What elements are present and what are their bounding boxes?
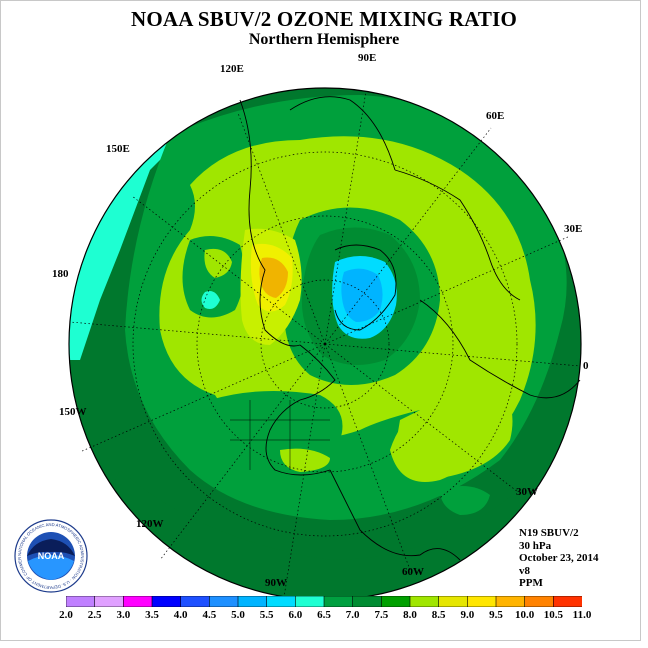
meridian-60e [324,127,492,345]
meridian-90w [283,343,326,598]
lon-label-60e: 60E [486,110,505,122]
field-west-yg [204,248,232,278]
colorbar-tick-label: 4.0 [173,609,188,621]
logo-water [28,555,74,580]
meridian-90e [324,90,367,345]
meridian-30w [324,343,519,493]
colorbar-tick-label: 3.5 [145,609,159,621]
info-satellite: N19 SBUV/2 [519,527,579,539]
meridian-150w [79,343,326,453]
coast-greenland-scandinavia [334,244,397,331]
field-south-green-spot [440,486,490,515]
colorbar-tick-label: 10.5 [543,609,563,621]
colorbar [66,596,582,607]
figure-frame [0,0,641,641]
meridian-30e [324,235,571,345]
ozone-field [69,88,581,600]
colorbar-tick-label: 9.0 [460,609,475,621]
field-ozone-low-core [341,268,383,322]
meridian-150e [131,195,326,345]
colorbar-swatch [352,596,383,607]
colorbar-tick-label: 6.5 [317,609,331,621]
colorbar-tick-label: 6.0 [288,609,303,621]
lon-label-60w: 60W [402,566,424,578]
noaa-logo: NATIONAL OCEANIC AND ATMOSPHERIC ADMINIS… [14,519,88,593]
colorbar-swatch [323,596,354,607]
info-level: 30 hPa [519,539,552,552]
field-west-cyan [201,291,220,309]
meridian-0 [324,343,581,367]
colorbar-swatch [524,596,555,607]
colorbar-tick-label: 2.5 [87,609,102,621]
colorbar-swatch [467,596,497,607]
meridian-60w [324,343,413,576]
colorbar-swatch [151,596,182,607]
info-version: v8 [519,564,530,577]
field-north-pacific-yg [195,183,266,225]
colorbar-swatch [553,596,582,607]
colorbar-swatch [123,596,153,607]
lon-label-0: 0 [583,360,589,372]
logo-bird-wing [27,539,75,556]
field-high-orange [259,257,288,298]
meridian-180 [69,321,326,345]
colorbar-swatch [66,596,96,607]
colorbar-swatch [266,596,297,607]
colorbar-swatch [209,596,239,607]
page-subtitle: Northern Hemisphere [248,31,400,48]
lon-label-120e: 120E [220,63,244,75]
lon-label-30e: 30E [564,223,583,235]
colorbar-tick-label: 2.0 [59,609,73,621]
colorbar-tick-label: 3.0 [116,609,131,621]
colorbar-swatch [94,596,125,607]
colorbar-swatch [295,596,325,607]
colorbar-tick-label: 11.0 [572,609,592,621]
us-state-lines [230,400,330,470]
meridian-120e [237,112,326,345]
colorbar-tick-label: 5.5 [259,609,274,621]
colorbar-tick-label: 7.5 [374,609,389,621]
lon-label-180: 180 [52,268,69,280]
latitude-circle-70 [260,279,390,409]
field-namerica-yg [280,448,330,472]
logo-noaa-text: NOAA [38,551,65,561]
info-block: N19 SBUV/2 30 hPa October 23, 2014 v8 PP… [519,527,599,590]
colorbar-swatch [438,596,469,607]
colorbar-tick-label: 8.0 [403,609,417,621]
colorbar-swatch [381,596,411,607]
latitude-circle-30 [132,151,518,537]
info-units: PPM [519,577,543,589]
lon-label-90w: 90W [265,577,287,589]
coastlines [230,96,581,561]
lon-label-30w: 30W [516,486,538,498]
colorbar-swatch [180,596,211,607]
coast-central-america [329,469,461,561]
colorbar-tick-label: 7.0 [345,609,360,621]
coast-europe-africa [419,299,581,399]
colorbar-swatch [409,596,440,607]
coast-siberia [289,96,396,171]
colorbar-tick-label: 9.5 [489,609,503,621]
colorbar-swatch [237,596,268,607]
colorbar-swatch [495,596,526,607]
coast-asia-east [239,99,301,347]
coast-eurasia-north [394,169,521,301]
coast-north-america [265,344,336,476]
colorbar-tick-label: 8.5 [431,609,446,621]
lon-label-90e: 90E [358,52,377,64]
meridian-120w [159,343,326,561]
lon-label-150w: 150W [59,406,87,418]
colorbar-tick-label: 5.0 [231,609,245,621]
lon-label-150e: 150E [106,143,130,155]
page-title: NOAA SBUV/2 OZONE MIXING RATIO [131,7,517,31]
colorbar-tick-label: 10.0 [515,609,535,621]
colorbar-tick-label: 4.5 [202,609,217,621]
info-date: October 23, 2014 [519,552,599,564]
lon-label-120w: 120W [136,518,164,530]
